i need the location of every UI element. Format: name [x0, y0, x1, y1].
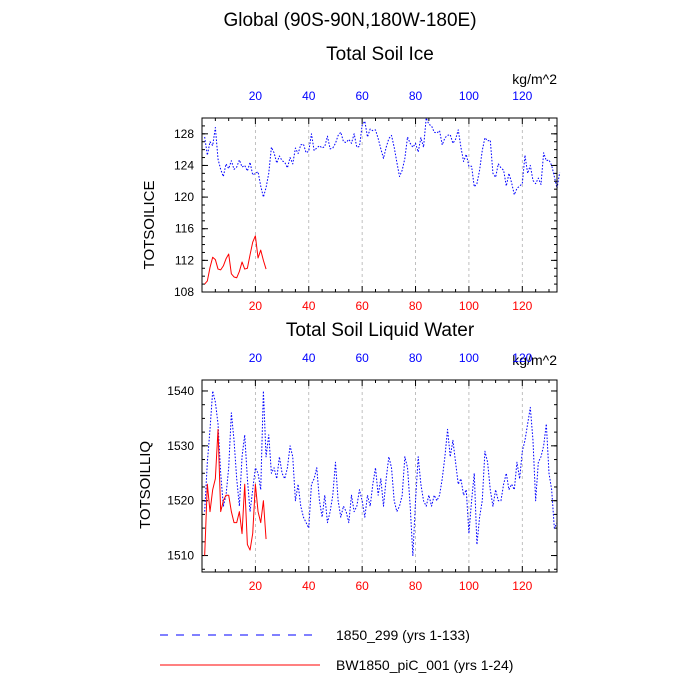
panel2-xtick-top-label: 60	[355, 351, 369, 365]
panel2-ytick-label: 1530	[167, 439, 194, 453]
panel2-ytick-label: 1510	[167, 549, 194, 563]
figure-suptitle: Global (90S-90N,180W-180E)	[223, 10, 476, 31]
panel2-xtick-top-label: 40	[302, 351, 316, 365]
panel2-ylabel: TOTSOILLIQ	[137, 441, 154, 529]
panel1-xtick-bottom-label: 60	[355, 299, 369, 313]
panel2-series-bw1850-pic-001-line	[204, 428, 267, 556]
panel2-series-1850-299-line	[204, 390, 558, 557]
panel2-frame	[201, 379, 558, 573]
panel1-ytick-label: 112	[175, 253, 194, 267]
panel2-xtick-top-label: 120	[512, 351, 532, 365]
panel1-title: Total Soil Ice	[326, 44, 434, 65]
panel2-plot: 20 40 60 80 100 120 20 40 60 80 100 120 1510 1520 1530…	[167, 351, 558, 593]
panel2-units: kg/m^2	[512, 352, 557, 368]
panel1-xtick-top-label: 40	[302, 89, 316, 103]
panel1-xtick-top-label: 20	[249, 89, 263, 103]
panel1-ytick-label: 124	[174, 158, 194, 172]
legend-label-bw1850: BW1850_piC_001 (yrs 1-24)	[336, 657, 513, 673]
panel1-series-bw1850-pic-001-line	[204, 235, 267, 285]
panel2-ytick-label: 1520	[167, 494, 194, 508]
panel2-xtick-top-label: 20	[249, 351, 263, 365]
panel1-xtick-top-label: 80	[409, 89, 423, 103]
panel2-xtick-bottom-label: 20	[249, 579, 263, 593]
panel1-xtick-bottom-label: 120	[512, 299, 532, 313]
panel1-ytick-label: 108	[174, 285, 194, 299]
panel2-xtick-bottom-label: 60	[355, 579, 369, 593]
panel1-xtick-top-label: 100	[459, 89, 479, 103]
panel2-ytick-label: 1540	[167, 384, 194, 398]
panel2-xtick-bottom-label: 120	[512, 579, 532, 593]
panel2-xtick-top-label: 80	[409, 351, 423, 365]
panel1-xtick-bottom-label: 20	[249, 299, 263, 313]
panel1-xtick-bottom-label: 40	[302, 299, 316, 313]
legend-label-1850-299: 1850_299 (yrs 1-133)	[336, 627, 470, 643]
panel2-xtick-top-label: 100	[459, 351, 479, 365]
panel1-frame	[201, 117, 558, 293]
panel1-series-1850-299-line	[204, 117, 561, 198]
panel1-ytick-label: 116	[175, 222, 194, 236]
panel1-ytick-label: 128	[174, 127, 194, 141]
panel2-xtick-bottom-label: 80	[409, 579, 423, 593]
panel1-units: kg/m^2	[512, 71, 557, 87]
legend: 1850_299 (yrs 1-133) BW1850_piC_001 (yrs…	[160, 627, 513, 673]
panel2-title: Total Soil Liquid Water	[286, 320, 475, 341]
panel1-xtick-top-label: 60	[355, 89, 369, 103]
panel1-xtick-bottom-label: 100	[459, 299, 479, 313]
panel1-xtick-top-label: 120	[512, 89, 532, 103]
panel2-xtick-bottom-label: 100	[459, 579, 479, 593]
panel1-ytick-label: 120	[174, 190, 194, 204]
panel1-xtick-bottom-label: 80	[409, 299, 423, 313]
panel1-ylabel: TOTSOILICE	[141, 181, 158, 270]
panel2-xtick-bottom-label: 40	[302, 579, 316, 593]
panel1-plot: 20 40 60 80 100 120 20 40 60 80 100 120 108 112 116 120…	[174, 89, 561, 313]
